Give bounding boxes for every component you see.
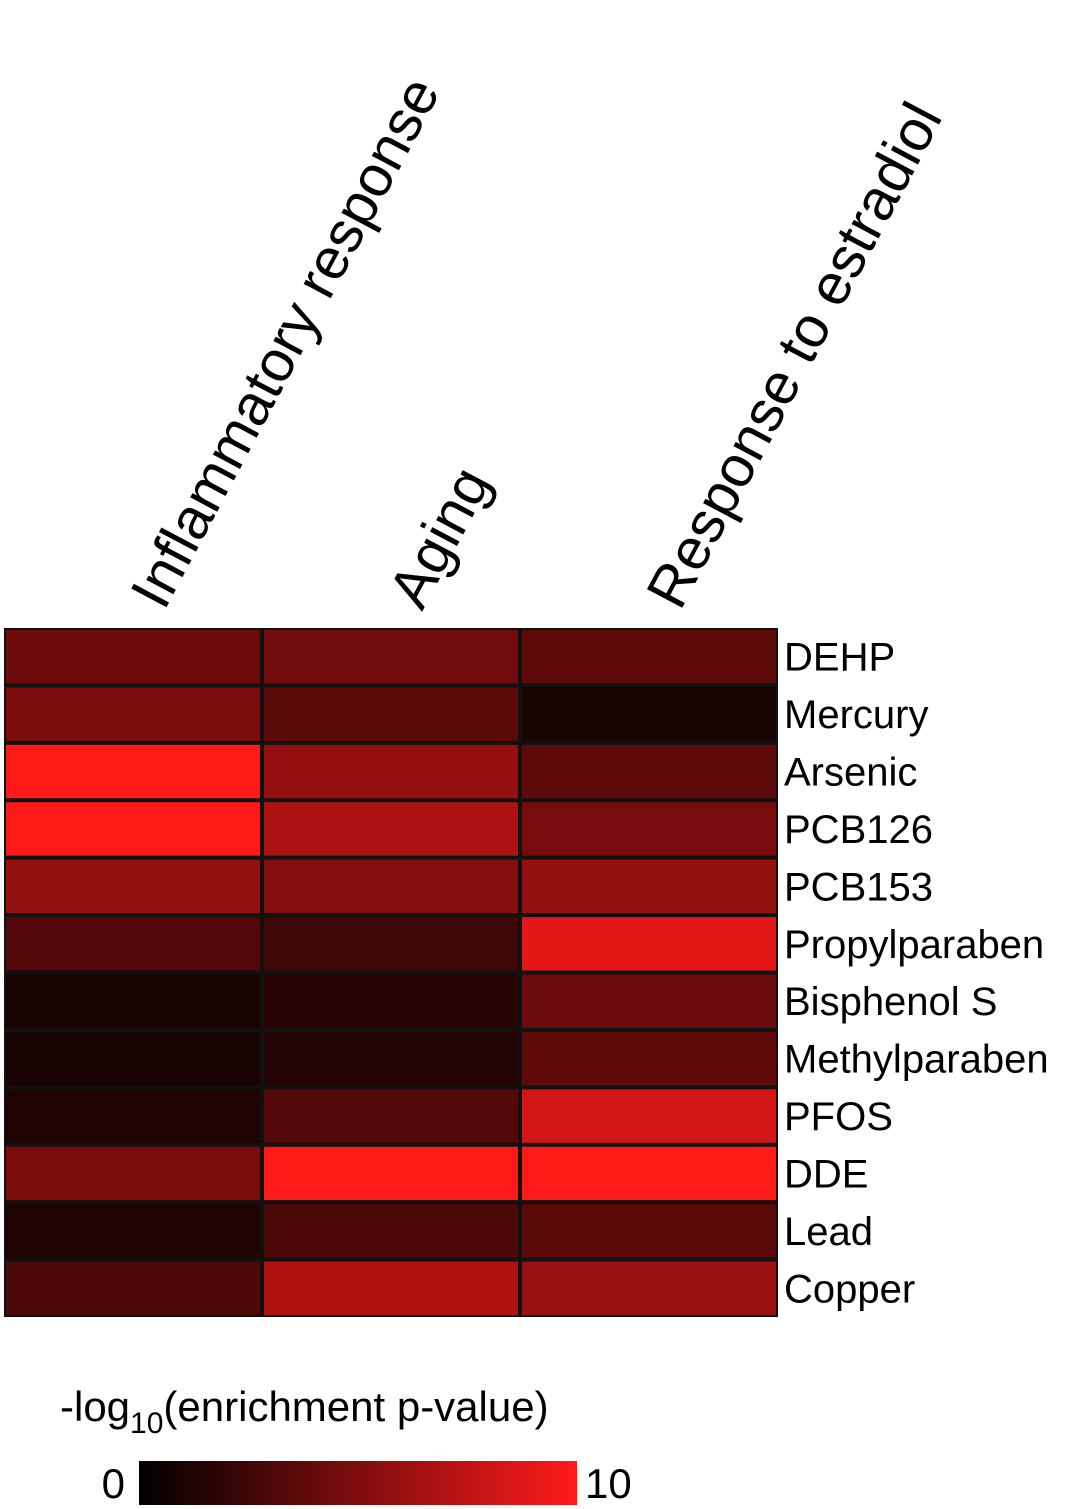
colorbar-title-subscript: 10 [130, 1407, 163, 1440]
row-label: Bisphenol S [784, 980, 997, 1024]
row-label: PFOS [784, 1095, 893, 1139]
heatmap-cell [264, 1204, 518, 1258]
colorbar-title-suffix: (enrichment p-value) [163, 1383, 548, 1430]
heatmap-cell [6, 630, 260, 684]
heatmap-cell [264, 1261, 518, 1315]
heatmap-cell [522, 859, 776, 914]
heatmap-cell [6, 744, 260, 799]
heatmap-cells [4, 628, 778, 1317]
heatmap-cell [522, 802, 776, 856]
heatmap-cell [522, 687, 776, 741]
heatmap-cell [6, 974, 260, 1028]
row-label: Mercury [784, 693, 928, 737]
row-label: DDE [784, 1152, 868, 1196]
heatmap-background [4, 628, 778, 1317]
heatmap-cell [264, 1031, 518, 1086]
heatmap-cell [264, 744, 518, 799]
heatmap-cell [6, 1089, 260, 1143]
heatmap-cell [522, 917, 776, 971]
heatmap-cell [6, 802, 260, 856]
heatmap-cell [522, 1089, 776, 1143]
heatmap-cell [264, 1089, 518, 1143]
row-label: Lead [784, 1210, 873, 1254]
heatmap-cell [264, 859, 518, 914]
colorbar: -log10(enrichment p-value) 0 10 [60, 1383, 632, 1507]
row-label: Methylparaben [784, 1038, 1049, 1082]
colorbar-max-label: 10 [585, 1460, 632, 1507]
heatmap-cell [6, 1146, 260, 1201]
heatmap-cell [6, 1261, 260, 1315]
heatmap-cell [264, 1146, 518, 1201]
row-label: PCB126 [784, 808, 933, 852]
colorbar-min-label: 0 [102, 1460, 125, 1507]
heatmap-cell [264, 974, 518, 1028]
heatmap-cell [264, 630, 518, 684]
heatmap-cell [522, 1031, 776, 1086]
row-label: Propylparaben [784, 923, 1044, 967]
heatmap-cell [522, 1146, 776, 1201]
heatmap-cell [6, 1031, 260, 1086]
heatmap-cell [6, 687, 260, 741]
heatmap-cell [264, 802, 518, 856]
heatmap-cell [522, 974, 776, 1028]
colorbar-title-prefix: -log [60, 1383, 130, 1430]
row-label: Arsenic [784, 751, 917, 795]
colorbar-gradient [139, 1461, 577, 1505]
heatmap-cell [264, 917, 518, 971]
heatmap-cell [522, 630, 776, 684]
heatmap-cell [6, 917, 260, 971]
column-label: Response to estradiol [634, 92, 955, 618]
heatmap-cell [522, 744, 776, 799]
column-label: Aging [376, 457, 503, 618]
row-labels: DEHP Mercury Arsenic PCB126 PCB153 Propylpara… [784, 636, 1049, 1312]
heatmap-cell [264, 687, 518, 741]
row-label: PCB153 [784, 865, 933, 909]
heatmap-cell [6, 859, 260, 914]
heatmap-cell [522, 1204, 776, 1258]
colorbar-title: -log10(enrichment p-value) [60, 1383, 549, 1440]
row-label: DEHP [784, 636, 895, 680]
heatmap-cell [522, 1261, 776, 1315]
row-label: Copper [784, 1267, 915, 1311]
heatmap-cell [6, 1204, 260, 1258]
column-label: Inflammatory response [118, 67, 452, 618]
